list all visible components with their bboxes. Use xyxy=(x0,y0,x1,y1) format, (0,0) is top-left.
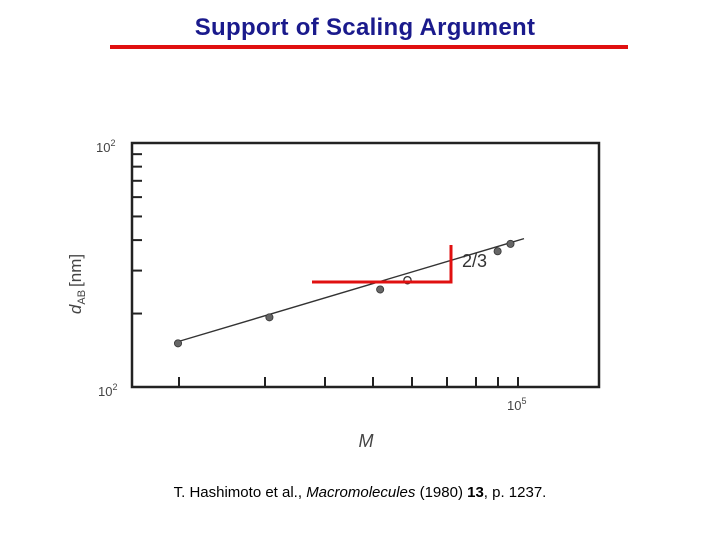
data-point-6 xyxy=(506,239,515,248)
svg-text:102: 102 xyxy=(98,382,117,399)
y-tick-label-bottom: 102 xyxy=(98,382,117,399)
citation-authors: T. Hashimoto et al., xyxy=(173,484,307,501)
citation-volume: 13 xyxy=(467,484,484,501)
svg-text:dAB[nm]: dAB[nm] xyxy=(66,254,88,314)
y-tick-label-top: 102 xyxy=(96,138,115,155)
y-axis-ticks xyxy=(132,153,142,315)
x-tick-label: 105 xyxy=(507,396,526,413)
plot-frame xyxy=(130,141,601,389)
data-points xyxy=(173,239,515,348)
fit-line xyxy=(177,237,525,343)
data-point-3 xyxy=(376,285,385,294)
citation-pages: , p. 1237. xyxy=(483,484,547,501)
citation: T. Hashimoto et al., Macromolecules (198… xyxy=(0,484,720,501)
slope-label: 2/3 xyxy=(462,251,487,271)
title-underline xyxy=(110,45,628,49)
citation-journal: Macromolecules xyxy=(306,484,416,501)
citation-year: (1980) xyxy=(415,484,468,501)
y-axis-label: dAB[nm] xyxy=(66,254,88,314)
x-axis-ticks xyxy=(178,377,519,387)
data-point-5 xyxy=(493,247,502,256)
slope-triangle xyxy=(312,245,453,284)
data-point-1 xyxy=(173,339,182,348)
svg-text:105: 105 xyxy=(507,396,526,413)
svg-text:102: 102 xyxy=(96,138,115,155)
slide-title: Support of Scaling Argument xyxy=(194,14,536,41)
x-axis-label: M xyxy=(359,431,374,451)
data-point-2 xyxy=(265,313,274,322)
